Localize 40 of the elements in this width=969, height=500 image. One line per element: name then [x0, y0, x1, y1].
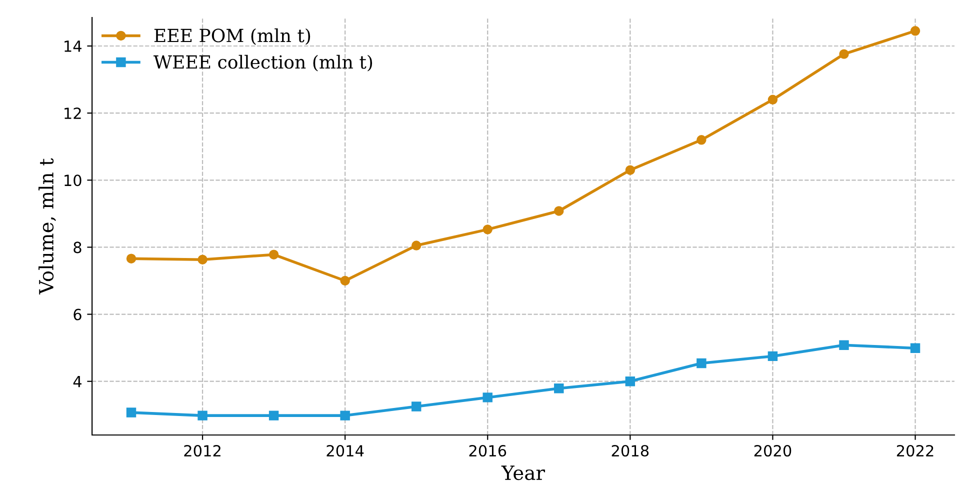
- point: [696, 135, 706, 145]
- point: [411, 402, 422, 412]
- point: [768, 94, 778, 105]
- y-tick-label: 14: [64, 40, 82, 52]
- point: [910, 26, 920, 36]
- point: [625, 165, 636, 175]
- point: [198, 410, 208, 420]
- point: [268, 250, 279, 260]
- x-tick-label: 2016: [469, 444, 506, 457]
- point: [268, 410, 279, 420]
- point: [625, 376, 636, 386]
- y-tick-label: 10: [64, 174, 82, 186]
- point: [768, 351, 778, 362]
- point: [482, 392, 492, 402]
- point: [554, 206, 564, 216]
- y-tick-label: 4: [73, 376, 82, 388]
- point: [126, 254, 136, 264]
- y-tick-label: 6: [74, 308, 82, 320]
- y-tick-label: 12: [64, 108, 81, 119]
- point: [910, 343, 920, 354]
- x-tick-label: 2018: [612, 444, 649, 457]
- x-tick-label: 2012: [184, 444, 220, 457]
- point: [482, 224, 492, 234]
- y-tick-label: 8: [74, 242, 82, 254]
- point: [340, 410, 350, 420]
- x-tick-label: 2020: [754, 444, 792, 457]
- legend-label: EEE POM (mln t): [154, 28, 310, 45]
- legend-label: WEEE collection (mln t): [154, 54, 372, 72]
- point: [198, 254, 208, 264]
- point: [126, 408, 136, 418]
- x-tick-label: 2022: [896, 444, 934, 457]
- point: [839, 49, 849, 59]
- point: [411, 240, 422, 250]
- point: [554, 384, 564, 394]
- point: [839, 340, 849, 350]
- point: [340, 276, 350, 286]
- x-tick-label: 2014: [326, 444, 364, 457]
- x-axis-title: Year: [501, 466, 546, 480]
- y-axis-title: Volume, mln t: [38, 158, 56, 295]
- point: [696, 358, 706, 368]
